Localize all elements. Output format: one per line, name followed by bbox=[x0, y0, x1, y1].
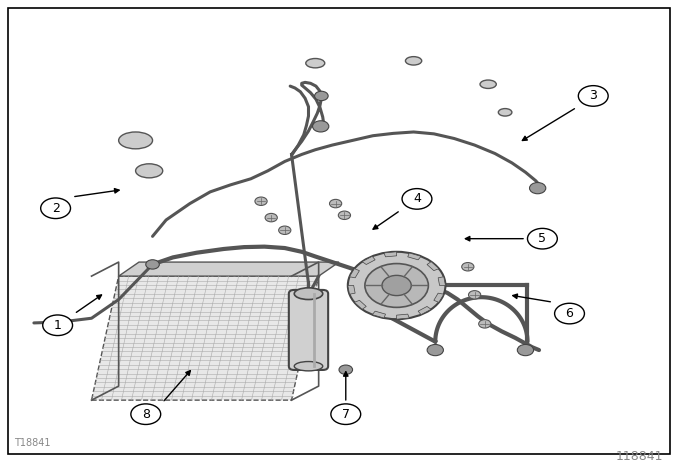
Polygon shape bbox=[427, 262, 439, 271]
Circle shape bbox=[43, 315, 73, 336]
Ellipse shape bbox=[480, 80, 496, 88]
Polygon shape bbox=[407, 253, 421, 260]
Text: 8: 8 bbox=[142, 408, 150, 421]
Polygon shape bbox=[438, 277, 445, 285]
Polygon shape bbox=[355, 300, 366, 309]
Circle shape bbox=[255, 197, 267, 205]
Circle shape bbox=[146, 260, 159, 269]
Circle shape bbox=[41, 198, 71, 219]
Circle shape bbox=[382, 275, 412, 296]
Text: 4: 4 bbox=[413, 192, 421, 205]
Polygon shape bbox=[418, 307, 431, 314]
Polygon shape bbox=[372, 311, 386, 318]
Circle shape bbox=[279, 226, 291, 234]
Circle shape bbox=[555, 303, 584, 324]
Text: 2: 2 bbox=[52, 202, 60, 215]
Polygon shape bbox=[119, 262, 339, 276]
Ellipse shape bbox=[294, 288, 323, 300]
Circle shape bbox=[427, 344, 443, 356]
Ellipse shape bbox=[498, 109, 512, 116]
Circle shape bbox=[365, 263, 428, 307]
Circle shape bbox=[331, 404, 361, 424]
Text: 1: 1 bbox=[54, 319, 62, 332]
Polygon shape bbox=[384, 252, 397, 257]
Text: T18841: T18841 bbox=[14, 439, 50, 448]
Circle shape bbox=[339, 365, 353, 374]
Ellipse shape bbox=[294, 361, 323, 371]
Circle shape bbox=[338, 211, 351, 219]
Polygon shape bbox=[92, 276, 319, 400]
Ellipse shape bbox=[405, 57, 422, 65]
Circle shape bbox=[468, 291, 481, 299]
Text: 5: 5 bbox=[538, 232, 546, 245]
Polygon shape bbox=[362, 256, 375, 264]
Polygon shape bbox=[348, 285, 355, 294]
Circle shape bbox=[462, 263, 474, 271]
Text: 3: 3 bbox=[589, 89, 597, 102]
Circle shape bbox=[479, 320, 491, 328]
Ellipse shape bbox=[136, 164, 163, 178]
Text: 6: 6 bbox=[565, 307, 574, 320]
Polygon shape bbox=[397, 314, 410, 319]
FancyBboxPatch shape bbox=[289, 290, 328, 370]
Circle shape bbox=[315, 91, 328, 101]
Circle shape bbox=[313, 121, 329, 132]
Polygon shape bbox=[434, 293, 444, 302]
Circle shape bbox=[265, 213, 277, 222]
Polygon shape bbox=[349, 269, 359, 278]
Circle shape bbox=[330, 199, 342, 208]
Circle shape bbox=[530, 183, 546, 194]
Circle shape bbox=[402, 189, 432, 209]
Ellipse shape bbox=[119, 132, 153, 149]
Ellipse shape bbox=[306, 58, 325, 68]
Text: 118841: 118841 bbox=[616, 450, 663, 463]
Circle shape bbox=[517, 344, 534, 356]
Circle shape bbox=[527, 228, 557, 249]
Circle shape bbox=[578, 86, 608, 106]
Circle shape bbox=[131, 404, 161, 424]
Circle shape bbox=[348, 252, 445, 319]
Text: 7: 7 bbox=[342, 408, 350, 421]
